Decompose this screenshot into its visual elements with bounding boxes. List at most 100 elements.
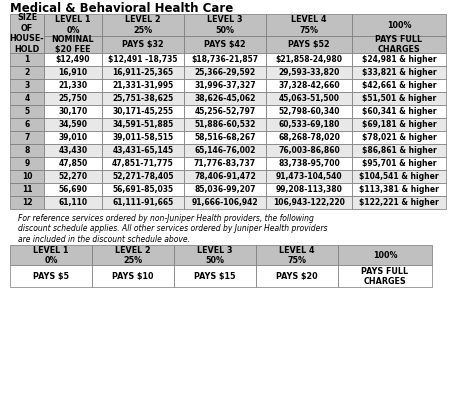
Bar — [266, 183, 352, 196]
Text: $33,821 & higher: $33,821 & higher — [362, 68, 436, 77]
Bar — [184, 157, 266, 170]
Bar — [44, 92, 102, 105]
Text: PAYS $32: PAYS $32 — [122, 40, 164, 49]
Text: 56,691-85,035: 56,691-85,035 — [112, 185, 173, 194]
Bar — [10, 14, 44, 53]
Text: PAYS $5: PAYS $5 — [33, 272, 69, 281]
Text: 21,330: 21,330 — [58, 81, 88, 90]
Bar — [102, 118, 184, 131]
Text: $12,491 -18,735: $12,491 -18,735 — [108, 55, 178, 64]
Bar — [184, 118, 266, 131]
Text: LEVEL 2
25%: LEVEL 2 25% — [115, 246, 151, 265]
Bar — [44, 131, 102, 144]
Text: 37,328-42,660: 37,328-42,660 — [278, 81, 340, 90]
Text: 100%: 100% — [373, 251, 397, 260]
Text: 45,063-51,500: 45,063-51,500 — [279, 94, 339, 103]
Bar — [266, 53, 352, 66]
Bar — [10, 118, 44, 131]
Text: $95,701 & higher: $95,701 & higher — [362, 159, 436, 168]
Bar — [352, 53, 446, 66]
Text: 56,690: 56,690 — [58, 185, 88, 194]
Text: 38,626-45,062: 38,626-45,062 — [194, 94, 255, 103]
Text: 34,590: 34,590 — [58, 120, 88, 129]
Text: 34,591-51,885: 34,591-51,885 — [112, 120, 173, 129]
Text: 91,473-104,540: 91,473-104,540 — [276, 172, 342, 181]
Text: 21,331-31,995: 21,331-31,995 — [112, 81, 173, 90]
Bar — [352, 144, 446, 157]
Text: 76,003-86,860: 76,003-86,860 — [278, 146, 340, 155]
Text: 51,886-60,532: 51,886-60,532 — [194, 120, 255, 129]
Bar — [352, 105, 446, 118]
Text: 12: 12 — [22, 198, 32, 207]
Text: Medical & Behavioral Health Care: Medical & Behavioral Health Care — [10, 2, 233, 15]
Bar — [102, 170, 184, 183]
Bar — [266, 144, 352, 157]
Text: 6: 6 — [24, 120, 29, 129]
Bar — [102, 144, 184, 157]
Bar — [256, 265, 338, 287]
Bar — [92, 245, 174, 265]
Text: 106,943-122,220: 106,943-122,220 — [273, 198, 345, 207]
Text: 31,996-37,327: 31,996-37,327 — [194, 81, 256, 90]
Text: $122,221 & higher: $122,221 & higher — [359, 198, 439, 207]
Bar — [266, 157, 352, 170]
Text: $78,021 & higher: $78,021 & higher — [362, 133, 437, 142]
Bar — [10, 183, 44, 196]
Bar — [44, 66, 102, 79]
Bar — [44, 14, 102, 36]
Bar — [266, 14, 352, 36]
Text: PAYS $42: PAYS $42 — [204, 40, 246, 49]
Text: 1: 1 — [24, 55, 29, 64]
Bar — [266, 92, 352, 105]
Text: 10: 10 — [22, 172, 32, 181]
Bar — [338, 265, 432, 287]
Bar — [44, 144, 102, 157]
Text: $12,490: $12,490 — [56, 55, 90, 64]
Text: 60,533-69,180: 60,533-69,180 — [278, 120, 340, 129]
Text: 52,798-60,340: 52,798-60,340 — [278, 107, 340, 116]
Text: LEVEL 1
0%: LEVEL 1 0% — [55, 15, 91, 35]
Bar — [102, 196, 184, 209]
Text: For reference services ordered by non-Juniper Health providers, the following
di: For reference services ordered by non-Ju… — [18, 214, 328, 244]
Bar — [184, 92, 266, 105]
Text: $51,501 & higher: $51,501 & higher — [362, 94, 436, 103]
Text: 30,170: 30,170 — [58, 107, 88, 116]
Text: 5: 5 — [25, 107, 29, 116]
Bar — [352, 79, 446, 92]
Bar — [102, 14, 184, 36]
Bar — [174, 245, 256, 265]
Bar — [102, 157, 184, 170]
Text: LEVEL 1
0%: LEVEL 1 0% — [33, 246, 69, 265]
Bar — [44, 183, 102, 196]
Bar — [266, 170, 352, 183]
Bar — [266, 66, 352, 79]
Text: 39,011-58,515: 39,011-58,515 — [112, 133, 173, 142]
Bar — [10, 66, 44, 79]
Text: 8: 8 — [24, 146, 30, 155]
Bar — [102, 79, 184, 92]
Text: 47,850: 47,850 — [58, 159, 88, 168]
Bar — [184, 79, 266, 92]
Text: 16,911-25,365: 16,911-25,365 — [112, 68, 173, 77]
Bar — [338, 245, 432, 265]
Text: 65,146-76,002: 65,146-76,002 — [194, 146, 255, 155]
Bar — [10, 53, 44, 66]
Bar — [256, 245, 338, 265]
Text: 71,776-83,737: 71,776-83,737 — [194, 159, 256, 168]
Text: LEVEL 3
50%: LEVEL 3 50% — [197, 246, 233, 265]
Text: 99,208-113,380: 99,208-113,380 — [275, 185, 342, 194]
Bar — [10, 131, 44, 144]
Text: 68,268-78,020: 68,268-78,020 — [278, 133, 340, 142]
Text: $21,858-24,980: $21,858-24,980 — [275, 55, 343, 64]
Text: PAYS FULL
CHARGES: PAYS FULL CHARGES — [362, 267, 409, 286]
Bar — [352, 196, 446, 209]
Text: $24,981 & higher: $24,981 & higher — [362, 55, 436, 64]
Bar — [184, 105, 266, 118]
Text: PAYS $20: PAYS $20 — [276, 272, 318, 281]
Bar — [10, 144, 44, 157]
Bar — [174, 265, 256, 287]
Text: 25,750: 25,750 — [58, 94, 88, 103]
Bar — [266, 105, 352, 118]
Bar — [266, 36, 352, 53]
Bar — [44, 170, 102, 183]
